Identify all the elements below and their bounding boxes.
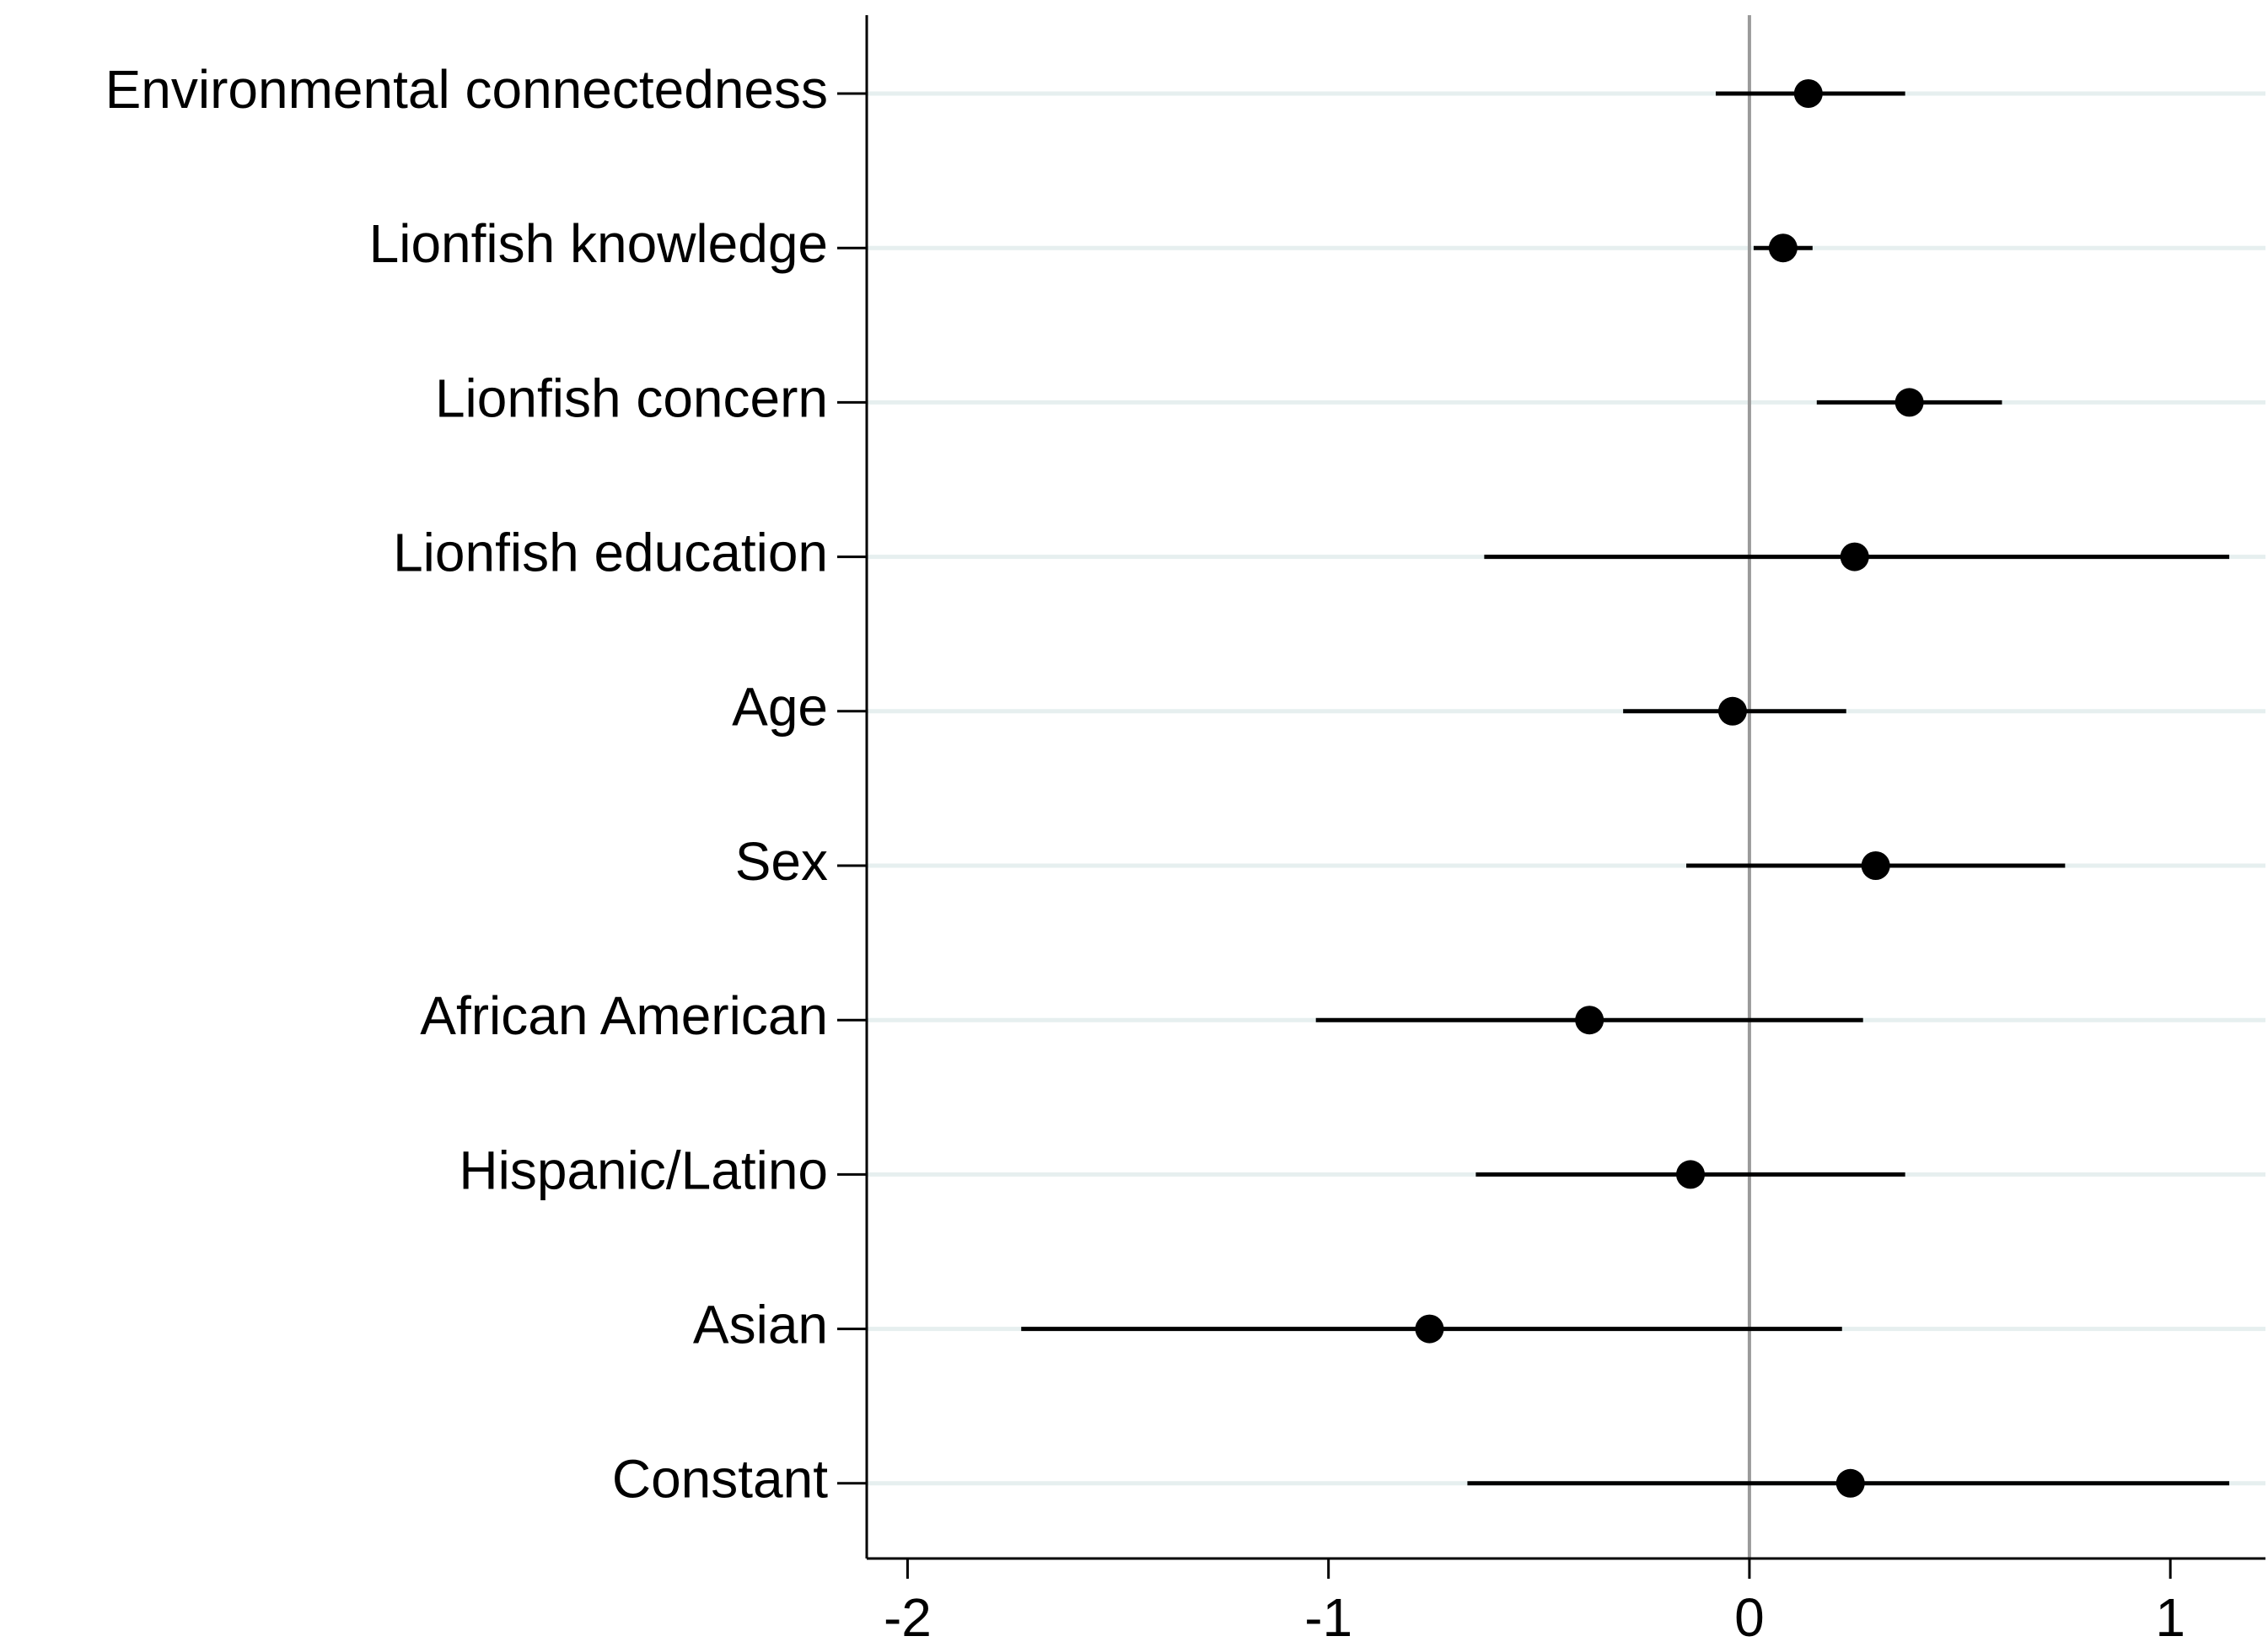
y-tick-label: Lionfish knowledge (369, 213, 828, 274)
point-estimate (1717, 696, 1747, 726)
point-estimate (1676, 1160, 1706, 1189)
point-estimate (1861, 851, 1890, 880)
x-tick-label: 0 (1734, 1587, 1765, 1647)
y-tick-label: Hispanic/Latino (459, 1140, 828, 1200)
y-tick-label: Asian (693, 1295, 828, 1355)
y-tick-label: Lionfish concern (435, 367, 828, 428)
y-tick-label: Lionfish education (393, 523, 828, 583)
point-estimate (1894, 388, 1924, 417)
point-estimate (1415, 1314, 1444, 1344)
y-tick-label: Sex (735, 831, 828, 892)
y-tick-label: Environmental connectedness (105, 59, 828, 120)
x-tick-label: -2 (884, 1587, 932, 1647)
y-tick-label: African American (420, 985, 828, 1046)
point-estimate (1768, 233, 1798, 263)
y-tick-label: Constant (612, 1449, 828, 1510)
x-tick-label: 1 (2155, 1587, 2185, 1647)
x-tick-label: -1 (1304, 1587, 1352, 1647)
point-estimate (1835, 1468, 1865, 1498)
y-tick-label: Age (732, 677, 828, 738)
point-estimate (1793, 79, 1823, 108)
point-estimate (1840, 542, 1869, 571)
point-estimate (1575, 1006, 1604, 1035)
